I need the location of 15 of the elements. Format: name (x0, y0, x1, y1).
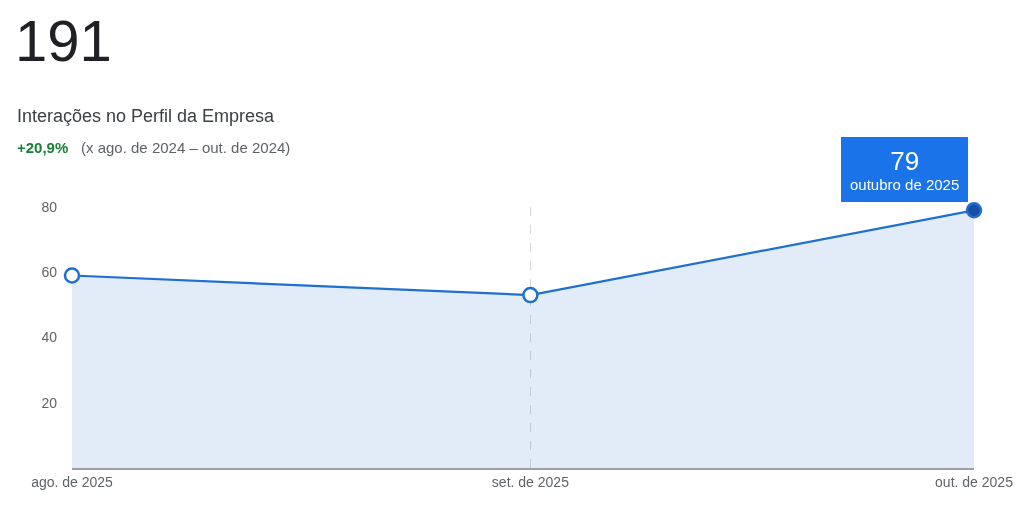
x-tick-label: set. de 2025 (491, 473, 570, 490)
chart-title: 191 (15, 7, 112, 73)
y-tick-label: 40 (41, 329, 58, 346)
y-tick-label: 80 (41, 198, 58, 215)
y-tick-label: 20 (41, 394, 58, 411)
x-tick-label: ago. de 2025 (31, 473, 114, 490)
text: +20,9% (17, 139, 69, 156)
text: (x ago. de 2024 – out. de 2024) (81, 139, 291, 156)
point (522, 286, 539, 304)
point (965, 202, 983, 219)
x-tick-label: out. de 2025 (935, 473, 1014, 490)
annotation: 79 outubro de 2025 (850, 146, 960, 193)
y-tick-label: 60 (41, 264, 58, 281)
point (63, 267, 81, 284)
chart-subtitle: Interações no Perfil da Empresa (17, 106, 276, 126)
